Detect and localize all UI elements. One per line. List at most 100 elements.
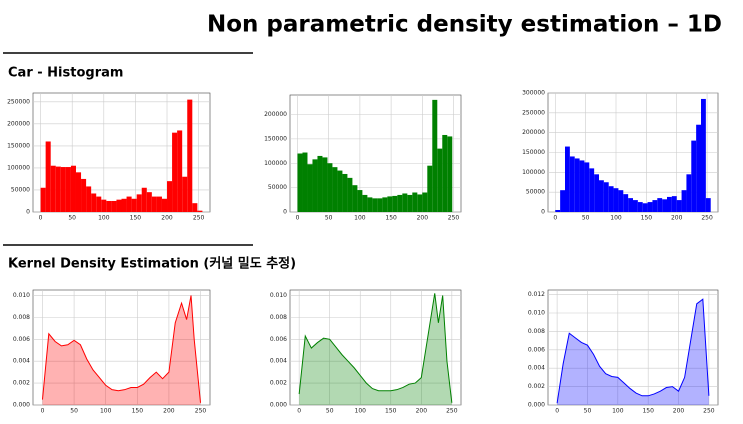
y-tick-label: 0.002 <box>270 380 287 387</box>
bar <box>372 198 378 212</box>
y-tick-label: 0 <box>26 209 30 216</box>
y-tick-label: 0.012 <box>528 291 545 298</box>
density-area <box>557 299 709 405</box>
bar <box>555 210 561 212</box>
y-tick-label: 0.002 <box>13 380 30 387</box>
y-tick-label: 100000 <box>7 164 30 171</box>
y-tick-label: 100000 <box>522 169 545 176</box>
y-tick-label: 50000 <box>526 189 545 196</box>
bar <box>387 196 393 212</box>
y-tick-label: 200000 <box>7 120 30 127</box>
bar <box>432 99 438 212</box>
bar <box>65 167 71 212</box>
bar <box>589 168 595 212</box>
bar <box>671 196 677 212</box>
bar <box>40 187 46 212</box>
bar <box>322 157 328 212</box>
bar <box>187 99 193 212</box>
x-tick-label: 200 <box>161 215 173 222</box>
x-tick-label: 200 <box>673 408 685 415</box>
bar <box>197 210 203 212</box>
bar <box>342 173 348 212</box>
x-tick-label: 0 <box>39 215 43 222</box>
y-tick-label: 0.006 <box>528 346 545 353</box>
bar <box>608 186 614 212</box>
x-tick-label: 250 <box>448 215 460 222</box>
bar <box>116 199 122 212</box>
y-tick-label: 50000 <box>268 184 287 191</box>
y-tick-label: 150000 <box>522 149 545 156</box>
y-tick-label: 0.006 <box>13 336 30 343</box>
x-tick-label: 150 <box>130 215 142 222</box>
x-tick-label: 0 <box>555 408 559 415</box>
bar <box>402 193 408 212</box>
bar <box>579 160 585 212</box>
y-tick-label: 0 <box>283 209 287 216</box>
bar <box>417 194 423 212</box>
x-tick-label: 150 <box>385 408 397 415</box>
bar <box>594 174 599 212</box>
bar <box>45 141 51 212</box>
bar <box>111 200 117 212</box>
bar <box>161 198 168 212</box>
bar <box>696 124 701 212</box>
bar <box>412 192 418 212</box>
y-tick-label: 0 <box>541 209 545 216</box>
bar <box>302 152 308 212</box>
density-line <box>41 295 202 403</box>
y-tick-label: 0.000 <box>13 402 30 409</box>
bar <box>681 190 687 212</box>
bar <box>60 167 66 212</box>
bar <box>297 153 303 212</box>
bar <box>131 198 137 212</box>
bar <box>50 165 56 212</box>
x-tick-label: 200 <box>671 215 683 222</box>
x-tick-label: 50 <box>584 408 592 415</box>
x-tick-label: 150 <box>132 408 144 415</box>
bar <box>91 193 97 212</box>
bar <box>192 203 198 212</box>
x-tick-label: 0 <box>553 215 557 222</box>
y-tick-label: 0.008 <box>13 314 30 321</box>
x-tick-label: 100 <box>354 215 366 222</box>
x-tick-label: 100 <box>355 408 367 415</box>
x-tick-label: 0 <box>41 408 45 415</box>
bar <box>701 98 706 212</box>
x-tick-label: 250 <box>446 408 458 415</box>
bar <box>136 194 142 212</box>
bar <box>101 199 107 212</box>
bar <box>652 200 658 212</box>
bar <box>317 155 323 212</box>
bar <box>146 192 152 212</box>
bar <box>705 198 711 212</box>
bar <box>662 199 667 212</box>
y-tick-label: 100000 <box>264 160 287 167</box>
bar <box>676 200 682 212</box>
bar <box>327 163 333 212</box>
x-tick-label: 200 <box>416 408 428 415</box>
bar <box>126 196 132 212</box>
y-tick-label: 0.010 <box>528 310 545 317</box>
bar <box>106 200 112 212</box>
x-tick-label: 0 <box>297 408 301 415</box>
y-tick-label: 150000 <box>7 142 30 149</box>
bar <box>686 174 692 212</box>
x-tick-label: 250 <box>701 215 713 222</box>
bar <box>584 162 590 212</box>
bar <box>362 194 368 212</box>
bar <box>560 190 565 212</box>
y-tick-label: 0.010 <box>270 292 287 299</box>
bar <box>569 156 575 212</box>
x-tick-label: 50 <box>325 215 333 222</box>
bar <box>623 194 629 212</box>
x-tick-label: 100 <box>612 408 624 415</box>
bar <box>75 172 82 212</box>
y-tick-label: 0.004 <box>270 358 287 365</box>
bar <box>121 198 127 212</box>
y-tick-label: 200000 <box>522 129 545 136</box>
slide-title: Non parametric density estimation – 1D <box>207 12 722 38</box>
bar <box>613 188 619 212</box>
density-line <box>556 298 710 404</box>
bar <box>172 132 178 212</box>
